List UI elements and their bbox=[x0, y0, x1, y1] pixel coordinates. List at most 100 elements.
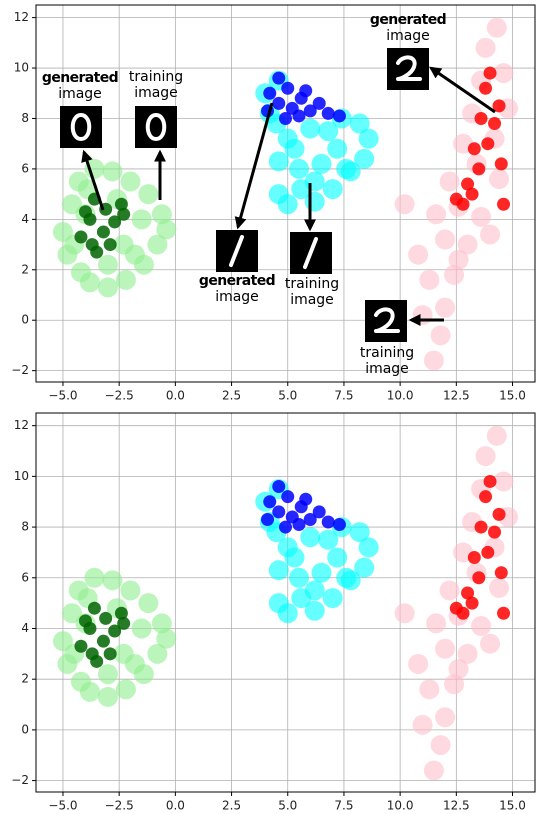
scatter-point bbox=[327, 547, 348, 568]
scatter-point bbox=[497, 606, 511, 620]
scatter-point bbox=[124, 244, 145, 265]
scatter-point bbox=[358, 537, 379, 558]
scatter-point bbox=[97, 277, 118, 298]
scatter-point bbox=[467, 142, 481, 156]
annotation-arrow bbox=[234, 102, 274, 230]
scatter-point bbox=[272, 480, 286, 494]
scatter-point bbox=[312, 96, 326, 110]
scatter-point bbox=[448, 249, 469, 270]
scatter-point bbox=[430, 325, 451, 346]
annotation-text: training bbox=[285, 276, 339, 292]
scatter-point bbox=[486, 425, 507, 446]
scatter-point bbox=[312, 505, 326, 519]
x-tick-label: 10.0 bbox=[387, 799, 414, 813]
scatter-point bbox=[472, 162, 486, 176]
scatter-point bbox=[318, 529, 339, 550]
scatter-point bbox=[412, 305, 433, 326]
digit-stroke bbox=[145, 113, 167, 141]
scatter-point bbox=[96, 634, 110, 648]
scatter-point bbox=[304, 580, 325, 601]
y-tick-label: 6 bbox=[21, 161, 29, 175]
annotation-text: image bbox=[365, 361, 409, 377]
scatter-point bbox=[303, 104, 317, 118]
scatter-point bbox=[288, 158, 309, 179]
scatter-point bbox=[423, 350, 444, 371]
annotation-text: generated bbox=[42, 70, 118, 86]
scatter-point bbox=[474, 111, 488, 125]
y-tick-label: −2 bbox=[11, 363, 29, 377]
annotation-arrow bbox=[429, 66, 496, 114]
digit-stroke bbox=[70, 113, 92, 141]
scatter-point bbox=[74, 230, 88, 244]
y-tick-label: 0 bbox=[21, 313, 29, 327]
digit-image bbox=[387, 48, 429, 90]
scatter-point bbox=[156, 219, 177, 240]
scatter-point bbox=[138, 593, 159, 614]
scatter-point bbox=[281, 81, 295, 95]
scatter-point bbox=[311, 153, 332, 174]
scatter-point bbox=[300, 527, 321, 548]
y-tick-label: 2 bbox=[21, 672, 29, 686]
y-tick-label: 8 bbox=[21, 111, 29, 125]
scatter-point bbox=[486, 17, 507, 38]
x-tick-label: 15.0 bbox=[499, 799, 526, 813]
scatter-point bbox=[87, 601, 101, 615]
scatter-point bbox=[97, 664, 118, 685]
scatter-point bbox=[497, 197, 511, 211]
scatter-point bbox=[494, 566, 508, 580]
scatter-point bbox=[419, 269, 440, 290]
scatter-point bbox=[147, 234, 168, 255]
digit-stroke bbox=[229, 235, 244, 267]
scatter-point bbox=[114, 197, 128, 211]
scatter-point bbox=[408, 244, 429, 265]
scatter-point bbox=[480, 633, 501, 654]
scatter-point bbox=[124, 653, 145, 674]
annotation-arrow bbox=[81, 149, 105, 211]
x-tick-label: −5.0 bbox=[48, 799, 77, 813]
digit-image bbox=[135, 106, 177, 148]
x-tick-label: 7.5 bbox=[334, 389, 353, 403]
scatter-point bbox=[479, 81, 493, 95]
scatter-point bbox=[435, 638, 456, 659]
x-tick-label: 0.0 bbox=[166, 799, 185, 813]
x-tick-label: 12.5 bbox=[443, 799, 470, 813]
scatter-point bbox=[472, 571, 486, 585]
scatter-point bbox=[263, 495, 277, 509]
scatter-point bbox=[423, 760, 444, 781]
scatter-point bbox=[261, 512, 275, 526]
scatter-point bbox=[115, 269, 136, 290]
scatter-point bbox=[492, 507, 506, 521]
scatter-point bbox=[284, 547, 305, 568]
scatter-point bbox=[457, 234, 478, 255]
scatter-point bbox=[444, 674, 465, 695]
annotation-text: training bbox=[129, 69, 183, 85]
scatter-point bbox=[108, 215, 122, 229]
scatter-point bbox=[412, 714, 433, 735]
y-tick-label: 8 bbox=[21, 520, 29, 534]
digit-image bbox=[365, 300, 407, 342]
scatter-point bbox=[475, 37, 496, 58]
scatter-point bbox=[465, 596, 479, 610]
scatter-point bbox=[272, 96, 286, 110]
scatter-point bbox=[156, 628, 177, 649]
scatter-point bbox=[394, 194, 415, 215]
scatter-point bbox=[435, 229, 456, 250]
y-tick-label: −2 bbox=[11, 773, 29, 787]
scatter-point bbox=[336, 158, 357, 179]
scatter-point bbox=[303, 512, 317, 526]
scatter-point bbox=[263, 86, 277, 100]
scatter-point bbox=[288, 567, 309, 588]
annotation-text: generated bbox=[370, 12, 446, 28]
scatter-point bbox=[97, 686, 118, 707]
scatter-point bbox=[281, 490, 295, 504]
scatter-point bbox=[349, 113, 370, 134]
scatter-point bbox=[97, 254, 118, 275]
scatter-point bbox=[79, 681, 100, 702]
x-tick-label: 5.0 bbox=[278, 389, 297, 403]
annotation-text: image bbox=[58, 86, 102, 102]
scatter-point bbox=[131, 618, 152, 639]
scatter-point bbox=[318, 121, 339, 142]
x-tick-label: −2.5 bbox=[105, 389, 134, 403]
scatter-point bbox=[277, 194, 298, 215]
